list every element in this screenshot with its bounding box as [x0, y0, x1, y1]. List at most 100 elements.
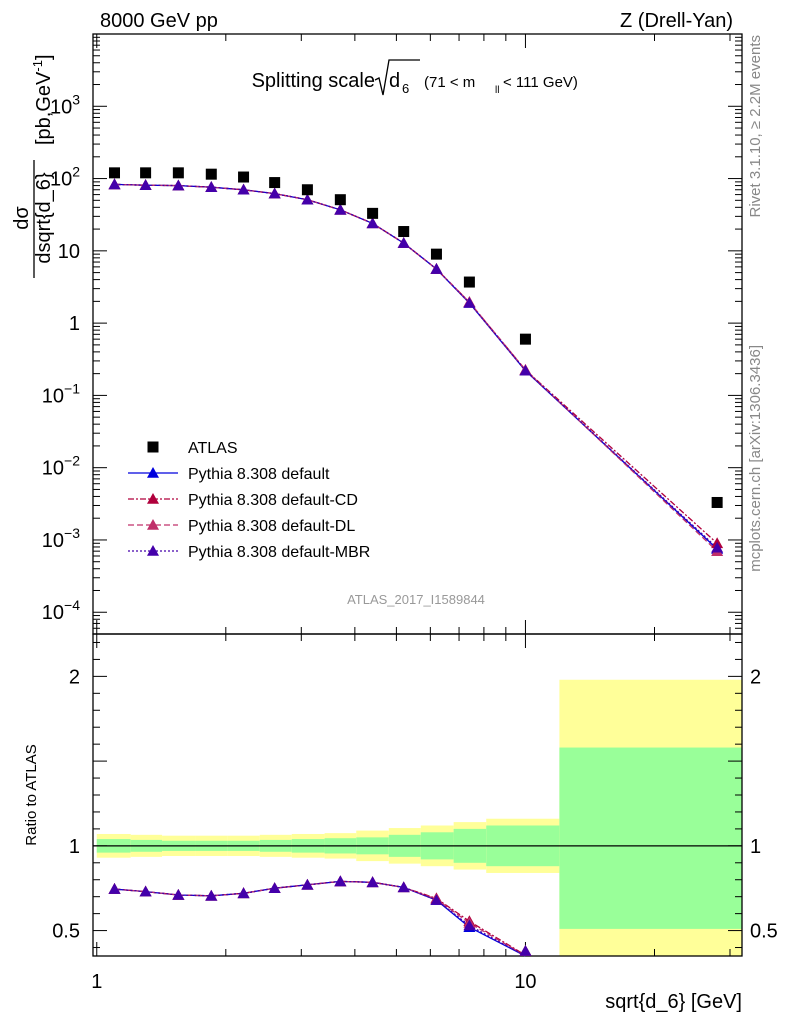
legend-marker	[147, 493, 159, 504]
data-point	[269, 177, 281, 189]
ylabel-unit-exp: -1	[30, 60, 45, 72]
data-point	[430, 248, 442, 260]
ratio-y-tick-label-right: 1	[750, 836, 761, 858]
data-point	[398, 226, 410, 238]
mc-point	[711, 541, 724, 553]
ratio-point	[139, 885, 152, 897]
ylabel-unit: [pb,GeV-1]	[30, 54, 55, 145]
rivet-label: Rivet 3.1.10, ≥ 2.2M events	[747, 35, 764, 218]
ratio-series	[108, 875, 532, 957]
ylabel-den: dsqrt{d_6}	[33, 172, 55, 264]
y-tick-label: 103	[50, 91, 80, 118]
data-point	[301, 184, 313, 196]
header-right: Z (Drell-Yan)	[620, 10, 733, 32]
y-tick-exponent: −1	[64, 380, 80, 396]
ratio-line-1	[114, 880, 526, 956]
ratio-point	[108, 883, 121, 894]
ratio-y-tick-label: 1	[69, 836, 80, 858]
y-tick-label: 10−1	[42, 380, 80, 407]
y-tick-label: 10−2	[42, 453, 80, 480]
top-x-ticks	[96, 34, 731, 634]
chart-title: Splitting scale d 6 (71 < m ll < 111 GeV…	[252, 59, 578, 96]
mc-point	[237, 183, 250, 195]
bottom-x-ticks: 1 10	[91, 634, 731, 993]
mc-point	[397, 237, 410, 248]
legend-label: Pythia 8.308 default-DL	[188, 518, 355, 535]
ratio-point	[172, 888, 185, 900]
y-tick-base: 10	[42, 530, 64, 552]
xlabel: sqrt{d_6} [GeV]	[605, 991, 742, 1013]
analysis-label: ATLAS_2017_I1589844	[347, 592, 485, 607]
mc-point	[301, 193, 314, 205]
legend: ATLAS Pythia 8.308 default Pythia 8.308 de…	[128, 440, 370, 561]
ratio-line-3	[114, 880, 526, 957]
y-tick-label: 10−4	[42, 597, 80, 624]
y-tick-label: 10	[58, 241, 80, 263]
data-point	[334, 194, 346, 206]
ratio-line-2	[114, 880, 526, 957]
ratio-y-tick-label-right: 0.5	[750, 921, 778, 943]
ylabel-unit-close: ]	[33, 54, 55, 60]
mc-point	[366, 217, 379, 229]
ratio-point	[366, 876, 379, 888]
y-tick-label: 1	[69, 313, 80, 335]
mc-point	[519, 364, 532, 376]
sqrt-sign	[374, 59, 420, 96]
title-range-a: (71 < m	[424, 74, 475, 91]
y-tick-exponent: 2	[72, 164, 80, 180]
data-point	[463, 276, 475, 288]
mc-point	[172, 179, 185, 191]
legend-label: Pythia 8.308 default-CD	[188, 492, 358, 509]
y-tick-base: 10	[42, 458, 64, 480]
title-range-b: < 111 GeV)	[503, 74, 578, 91]
legend-marker	[147, 467, 159, 478]
ratio-point	[519, 945, 532, 956]
series-line-2	[114, 183, 718, 544]
top-series	[108, 167, 724, 556]
y-tick-base: 10	[42, 602, 64, 624]
ylabel-unit-text: [pb,GeV	[33, 71, 55, 145]
legend-marker	[147, 519, 159, 530]
stat-uncertainty-band	[559, 747, 742, 929]
ratio-ylabel: Ratio to ATLAS	[23, 744, 40, 845]
y-tick-label: 102	[50, 164, 80, 191]
title-range-sub: ll	[495, 85, 499, 96]
data-point	[238, 171, 250, 183]
data-point	[140, 167, 152, 179]
mc-point	[430, 263, 443, 274]
title-main: Splitting scale	[252, 70, 375, 92]
ratio-point	[430, 894, 443, 905]
x-tick-label: 10	[514, 971, 536, 993]
ratio-point	[334, 875, 347, 887]
data-point	[172, 167, 184, 179]
ratio-point	[463, 919, 476, 931]
x-tick-label: 1	[91, 971, 102, 993]
data-point	[519, 333, 531, 345]
bottom-y-ticks: 0.5 0.5 1 1 2 2	[52, 641, 778, 949]
legend-marker	[147, 441, 159, 453]
legend-label: ATLAS	[188, 440, 238, 457]
top-ylabel: dσ dsqrt{d_6} [pb,GeV-1]	[11, 54, 55, 278]
mc-point	[463, 296, 476, 308]
ratio-uncertainty-bands	[93, 679, 742, 956]
mc-point	[268, 187, 281, 199]
data-point	[109, 167, 121, 179]
data-point	[205, 168, 217, 180]
y-tick-exponent: −3	[64, 525, 80, 541]
legend-label: Pythia 8.308 default	[188, 466, 330, 483]
y-tick-label: 10−3	[42, 525, 80, 552]
y-tick-exponent: −2	[64, 453, 80, 469]
ratio-point	[268, 882, 281, 894]
ratio-point	[397, 881, 410, 893]
series-line-4	[114, 183, 718, 549]
ratio-y-tick-label: 2	[69, 666, 80, 688]
ratio-point	[205, 889, 218, 901]
ratio-line-0	[114, 880, 526, 957]
y-tick-base: 10	[42, 385, 64, 407]
mc-point	[334, 203, 347, 215]
y-tick-exponent: −4	[64, 597, 80, 613]
ratio-point	[301, 878, 314, 890]
legend-marker	[147, 545, 159, 556]
ratio-y-tick-label: 0.5	[52, 921, 80, 943]
